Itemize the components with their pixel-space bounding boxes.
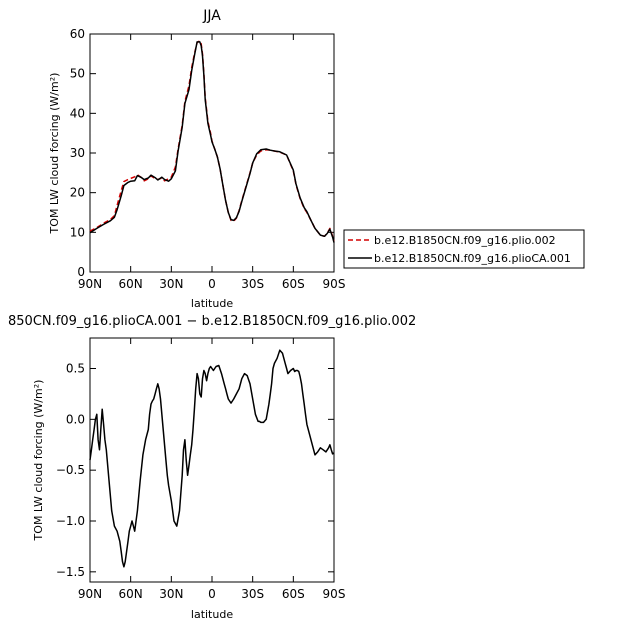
legend: b.e12.B1850CN.f09_g16.plio.002 b.e12.B18… — [343, 229, 585, 269]
bottom-x-tick-label: 30S — [241, 587, 264, 601]
bottom-x-axis: 90N 60N 30N 0 30S 60S 90S — [78, 338, 346, 601]
bottom-y-axis: −1.5 −1.0 −0.5 0.0 0.5 — [56, 362, 334, 579]
legend-box — [343, 229, 585, 269]
top-plot-frame — [89, 33, 335, 273]
top-x-tick-label: 90S — [323, 277, 346, 291]
top-series-line-2 — [89, 41, 335, 243]
bottom-panel: 850CN.f09_g16.plioCA.001 − b.e12.B1850CN… — [8, 314, 416, 621]
bottom-y-tick-label: 0.0 — [66, 412, 85, 426]
bottom-x-tick-label: 60N — [119, 587, 143, 601]
top-y-tick-label: 30 — [70, 146, 85, 160]
top-series-group — [89, 39, 335, 243]
bottom-x-tick-label: 90N — [78, 587, 102, 601]
top-panel: JJA 90N 60N 30N 0 30S 60S 90S 0 10 20 30 40 50 60 la… — [48, 8, 345, 310]
top-y-tick-label: 0 — [77, 265, 85, 279]
bottom-series-line-1 — [89, 349, 335, 568]
top-y-tick-label: 60 — [70, 27, 85, 41]
top-x-tick-label: 90N — [78, 277, 102, 291]
bottom-plot-frame — [89, 337, 335, 583]
bottom-y-tick-label: 0.5 — [66, 362, 85, 376]
top-x-axis-label: latitude — [191, 297, 233, 310]
bottom-series-group — [89, 349, 335, 568]
top-y-tick-label: 20 — [70, 186, 85, 200]
top-y-axis: 0 10 20 30 40 50 60 — [70, 27, 334, 279]
bottom-chart-title: 850CN.f09_g16.plioCA.001 − b.e12.B1850CN… — [8, 314, 416, 329]
bottom-x-axis-label: latitude — [191, 608, 233, 621]
top-x-tick-label: 30S — [241, 277, 264, 291]
bottom-y-tick-label: −0.5 — [56, 463, 85, 477]
top-x-axis: 90N 60N 30N 0 30S 60S 90S — [78, 34, 346, 291]
bottom-x-tick-label: 60S — [282, 587, 305, 601]
bottom-x-tick-label: 30N — [159, 587, 183, 601]
top-y-axis-label: TOM LW cloud forcing (W/m²) — [48, 73, 61, 235]
top-y-tick-label: 40 — [70, 106, 85, 120]
legend-label-series-2: b.e12.B1850CN.f09_g16.plioCA.001 — [374, 252, 571, 265]
top-x-tick-label: 30N — [159, 277, 183, 291]
bottom-y-tick-label: −1.5 — [56, 565, 85, 579]
top-y-tick-label: 50 — [70, 67, 85, 81]
top-y-tick-label: 10 — [70, 225, 85, 239]
bottom-x-tick-label: 0 — [208, 587, 216, 601]
bottom-y-tick-label: −1.0 — [56, 514, 85, 528]
top-x-tick-label: 60S — [282, 277, 305, 291]
top-x-tick-label: 60N — [119, 277, 143, 291]
top-x-tick-label: 0 — [208, 277, 216, 291]
legend-label-series-1: b.e12.B1850CN.f09_g16.plio.002 — [374, 234, 556, 247]
bottom-x-tick-label: 90S — [323, 587, 346, 601]
bottom-y-axis-label: TOM LW cloud forcing (W/m²) — [32, 380, 45, 542]
top-chart-title: JJA — [202, 8, 221, 24]
